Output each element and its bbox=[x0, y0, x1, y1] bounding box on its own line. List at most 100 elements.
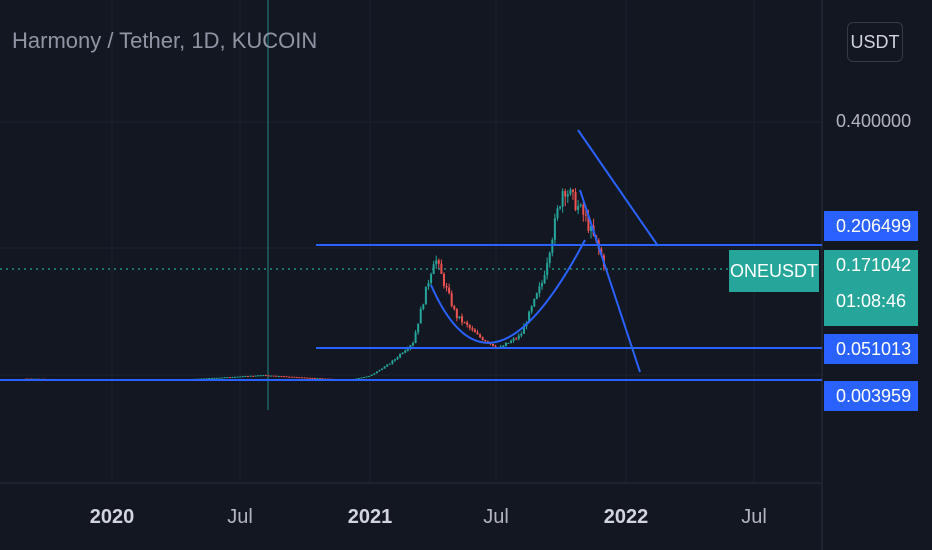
candle-body bbox=[574, 192, 577, 211]
last-price-value: 0.171042 bbox=[836, 255, 912, 275]
candle-body bbox=[383, 366, 386, 369]
candle-body bbox=[391, 360, 394, 364]
candle-body bbox=[422, 304, 425, 309]
candle-body bbox=[257, 375, 260, 377]
candle-body bbox=[365, 376, 368, 378]
candle-body bbox=[461, 316, 464, 323]
candle-body bbox=[479, 334, 482, 338]
candle-body bbox=[264, 375, 267, 377]
candle-body bbox=[566, 194, 569, 197]
candle-body bbox=[319, 378, 322, 380]
candle-body bbox=[502, 346, 505, 348]
upper-trendline[interactable] bbox=[577, 129, 659, 247]
candle-body bbox=[476, 332, 479, 335]
candle-body bbox=[463, 322, 466, 324]
candle-body bbox=[373, 373, 376, 375]
cup-curve-drawing[interactable] bbox=[430, 239, 586, 344]
candle-body bbox=[267, 375, 270, 377]
candle-body bbox=[270, 375, 273, 377]
candle-body bbox=[360, 377, 363, 379]
candle-body bbox=[522, 326, 525, 334]
time-axis-label: Jul bbox=[741, 506, 767, 528]
candle-body bbox=[290, 376, 293, 378]
candle-body bbox=[218, 377, 221, 379]
candle-body bbox=[541, 283, 543, 287]
candle-body bbox=[587, 215, 590, 231]
candle-body bbox=[561, 191, 564, 207]
candle-body bbox=[277, 376, 280, 378]
candle-body bbox=[579, 204, 582, 206]
candle-body bbox=[450, 293, 453, 307]
candle-body bbox=[368, 375, 371, 377]
candle-body bbox=[484, 340, 487, 342]
candle-body bbox=[528, 311, 531, 323]
candle-body bbox=[303, 377, 306, 379]
candle-body bbox=[231, 376, 234, 378]
candle-body bbox=[288, 376, 291, 378]
candle-body bbox=[455, 309, 458, 319]
symbol-tag: ONEUSDT bbox=[729, 250, 819, 292]
level-label-3: 0.003959 bbox=[824, 381, 918, 411]
candle-body bbox=[301, 377, 304, 379]
candle-body bbox=[215, 377, 218, 379]
candle-body bbox=[442, 273, 445, 286]
candle-body bbox=[556, 208, 559, 219]
candle-body bbox=[233, 376, 236, 378]
candle-body bbox=[466, 322, 469, 326]
candle-body bbox=[252, 375, 255, 377]
candle-body bbox=[404, 350, 407, 353]
candle-body bbox=[515, 338, 518, 340]
candle-body bbox=[559, 206, 562, 209]
candle-body bbox=[285, 376, 288, 378]
candle-body bbox=[445, 285, 448, 288]
candle-body bbox=[378, 369, 381, 372]
time-axis-label: 2022 bbox=[603, 506, 649, 528]
candle-body bbox=[283, 376, 285, 378]
candle-body bbox=[381, 368, 384, 370]
candle-body bbox=[481, 337, 484, 341]
currency-button[interactable]: USDT bbox=[847, 22, 903, 62]
candle-body bbox=[504, 343, 507, 347]
candle-body bbox=[582, 204, 585, 215]
candle-body bbox=[468, 325, 471, 329]
candle-body bbox=[412, 343, 414, 346]
level-label-1: 0.206499 bbox=[824, 211, 918, 241]
lower-trendline[interactable] bbox=[579, 189, 641, 373]
candle-body bbox=[213, 377, 216, 379]
candle-body bbox=[414, 332, 417, 344]
candle-body bbox=[357, 378, 360, 380]
candle-body bbox=[417, 323, 420, 333]
candle-body bbox=[388, 363, 391, 365]
candle-body bbox=[236, 376, 239, 378]
candle-body bbox=[375, 371, 378, 374]
time-axis-label: Jul bbox=[483, 506, 509, 528]
candle-body bbox=[370, 374, 373, 376]
candle-body bbox=[362, 377, 365, 379]
candle-body bbox=[401, 352, 404, 354]
candle-body bbox=[437, 260, 440, 264]
candle-body bbox=[491, 343, 494, 347]
candle-body bbox=[399, 353, 402, 358]
candle-body bbox=[535, 293, 538, 299]
candle-body bbox=[239, 376, 242, 378]
candle-body bbox=[386, 364, 389, 367]
candle-body bbox=[272, 375, 275, 377]
candle-body bbox=[520, 333, 523, 336]
candle-body bbox=[262, 375, 265, 377]
candle-body bbox=[435, 260, 438, 265]
candle-body bbox=[393, 359, 396, 361]
candle-body bbox=[494, 346, 497, 348]
candle-body bbox=[440, 263, 443, 274]
candle-body bbox=[308, 377, 311, 379]
chart-title: Harmony / Tether, 1D, KUCOIN bbox=[12, 28, 318, 53]
candle-body bbox=[241, 376, 244, 378]
candle-body bbox=[458, 316, 461, 319]
candle-body bbox=[221, 377, 224, 379]
candle-body bbox=[223, 377, 226, 379]
candle-body bbox=[316, 378, 319, 380]
candle-body bbox=[510, 340, 513, 343]
candle-body bbox=[208, 378, 211, 380]
bar-countdown: 01:08:46 bbox=[836, 291, 907, 311]
